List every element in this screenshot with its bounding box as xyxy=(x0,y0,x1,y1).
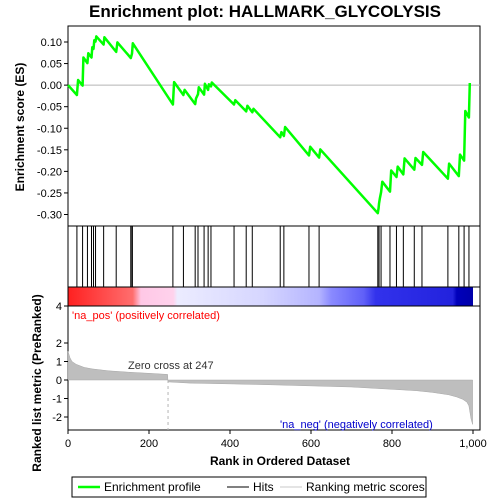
x-tick-label: 0 xyxy=(65,438,71,450)
metric-panel: Zero cross at 247 'na_pos' (positively c… xyxy=(30,294,481,472)
legend-label-ranking-metric: Ranking metric scores xyxy=(306,480,425,494)
x-tick-label: 800 xyxy=(383,438,401,450)
x-axis-label: Rank in Ordered Dataset xyxy=(210,454,350,468)
hits-panel xyxy=(67,225,481,288)
es-y-tick-label: 0.05 xyxy=(41,59,62,71)
es-y-tick-label: 0.10 xyxy=(41,37,62,49)
metric-y-tick-label: 4 xyxy=(56,301,62,313)
es-panel: 0.10 0.05 0.00 -0.05 -0.10 -0.15 -0.20 -0.25 -0.… xyxy=(13,25,481,227)
x-axis-ticks: 0 200 400 600 800 1,000 xyxy=(65,430,487,450)
metric-y-tick-label: 1 xyxy=(56,357,62,369)
es-curve xyxy=(67,35,472,215)
metric-area xyxy=(67,351,473,425)
es-y-tick-label: -0.20 xyxy=(37,166,62,178)
legend: Enrichment profile Hits Ranking metric s… xyxy=(71,476,427,498)
es-y-tick-label: -0.05 xyxy=(37,102,62,114)
metric-y-tick-label: 0 xyxy=(56,375,62,387)
hits-lines xyxy=(76,226,470,287)
positive-correlation-label: 'na_pos' (positively correlated) xyxy=(72,310,220,322)
zero-cross-label: Zero cross at 247 xyxy=(128,360,214,372)
legend-label-enrichment-profile: Enrichment profile xyxy=(104,480,201,494)
es-panel-frame xyxy=(67,25,481,227)
es-y-tick-label: -0.25 xyxy=(37,188,62,200)
metric-y-ticks: 4 2 1 0 -1 -2 xyxy=(52,301,68,424)
es-y-tick-label: 0.00 xyxy=(41,80,62,92)
es-y-tick-label: -0.30 xyxy=(37,210,62,222)
es-y-ticks: 0.10 0.05 0.00 -0.05 -0.10 -0.15 -0.20 -0.25 -0.… xyxy=(37,37,68,222)
metric-y-tick-label: -2 xyxy=(52,412,62,424)
es-y-tick-label: -0.15 xyxy=(37,145,62,157)
ranking-heatmap xyxy=(68,287,473,306)
x-tick-label: 1,000 xyxy=(459,438,487,450)
hits-panel-frame xyxy=(67,225,481,288)
metric-y-tick-label: 2 xyxy=(56,338,62,350)
metric-panel-frame xyxy=(67,305,481,431)
es-y-tick-label: -0.10 xyxy=(37,123,62,135)
chart-title: Enrichment plot: HALLMARK_GLYCOLYSIS xyxy=(89,2,441,21)
negative-correlation-label: 'na_neg' (negatively correlated) xyxy=(280,419,433,431)
x-tick-label: 200 xyxy=(140,438,158,450)
legend-label-hits: Hits xyxy=(253,480,274,494)
x-tick-label: 600 xyxy=(302,438,320,450)
es-y-axis-label: Enrichment score (ES) xyxy=(13,63,27,192)
metric-y-axis-label: Ranked list metric (PreRanked) xyxy=(30,294,44,471)
x-tick-label: 400 xyxy=(221,438,239,450)
metric-y-tick-label: -1 xyxy=(52,394,62,406)
